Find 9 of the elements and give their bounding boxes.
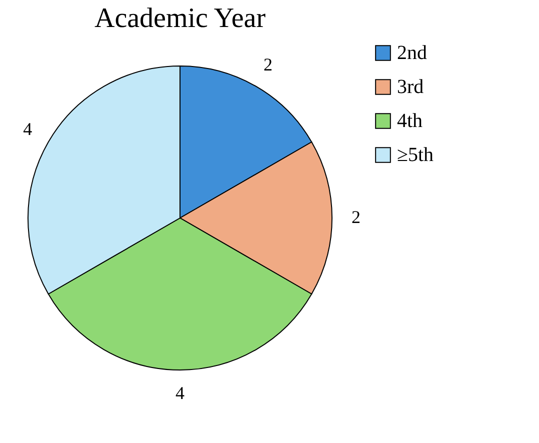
data-label: 2 (264, 54, 272, 75)
legend-label: 3rd (397, 76, 424, 98)
data-label: 4 (176, 383, 184, 403)
legend-label: ≥5th (397, 144, 434, 166)
legend-label: 4th (397, 110, 423, 132)
chart-title: Academic Year (94, 3, 266, 34)
data-label: 4 (23, 119, 32, 139)
legend-label: 2nd (397, 42, 427, 64)
data-label: 2 (352, 207, 360, 227)
